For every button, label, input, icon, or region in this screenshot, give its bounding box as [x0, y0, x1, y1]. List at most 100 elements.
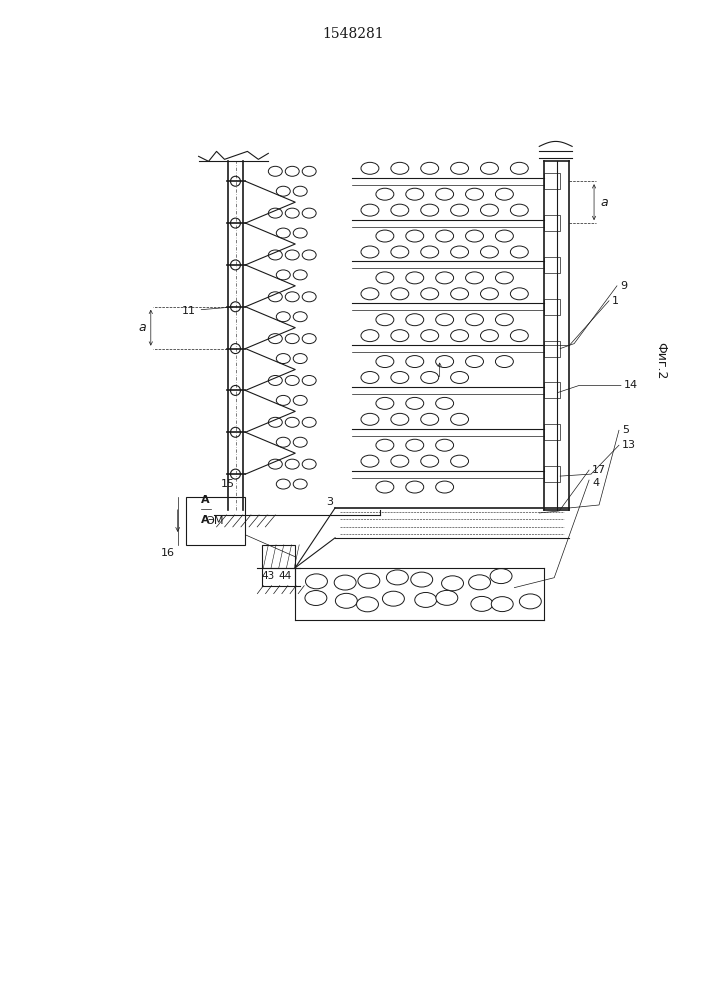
Ellipse shape [465, 272, 484, 284]
Ellipse shape [421, 455, 438, 467]
Ellipse shape [510, 330, 528, 342]
Ellipse shape [406, 397, 423, 409]
Ellipse shape [293, 270, 307, 280]
Circle shape [230, 385, 240, 395]
Ellipse shape [450, 246, 469, 258]
Ellipse shape [481, 204, 498, 216]
Ellipse shape [496, 356, 513, 368]
Circle shape [230, 427, 240, 437]
Ellipse shape [421, 413, 438, 425]
Ellipse shape [361, 455, 379, 467]
Ellipse shape [391, 413, 409, 425]
Ellipse shape [285, 250, 299, 260]
Text: a: a [138, 321, 146, 334]
Ellipse shape [334, 575, 356, 590]
Ellipse shape [269, 208, 282, 218]
Ellipse shape [361, 413, 379, 425]
Ellipse shape [421, 372, 438, 383]
Ellipse shape [421, 204, 438, 216]
Bar [544, 257, 560, 273]
Ellipse shape [406, 481, 423, 493]
Circle shape [230, 176, 240, 186]
Ellipse shape [376, 397, 394, 409]
Ellipse shape [421, 330, 438, 342]
Ellipse shape [269, 166, 282, 176]
Ellipse shape [285, 459, 299, 469]
Ellipse shape [302, 459, 316, 469]
Circle shape [230, 260, 240, 270]
Ellipse shape [436, 397, 454, 409]
Ellipse shape [285, 417, 299, 427]
Ellipse shape [436, 188, 454, 200]
Ellipse shape [450, 455, 469, 467]
Ellipse shape [510, 246, 528, 258]
Ellipse shape [335, 593, 357, 608]
Ellipse shape [376, 439, 394, 451]
Ellipse shape [469, 575, 491, 590]
Text: 16: 16 [160, 548, 175, 558]
Ellipse shape [302, 417, 316, 427]
Ellipse shape [305, 574, 327, 589]
Ellipse shape [293, 354, 307, 364]
Ellipse shape [436, 481, 454, 493]
Ellipse shape [376, 481, 394, 493]
Ellipse shape [376, 272, 394, 284]
Ellipse shape [302, 166, 316, 176]
Ellipse shape [391, 288, 409, 300]
Ellipse shape [510, 288, 528, 300]
Bar [544, 215, 560, 231]
Ellipse shape [269, 250, 282, 260]
Ellipse shape [481, 162, 498, 174]
Ellipse shape [391, 455, 409, 467]
Text: 43: 43 [262, 571, 275, 581]
Text: 17: 17 [592, 465, 606, 475]
Ellipse shape [406, 272, 423, 284]
Ellipse shape [276, 354, 291, 364]
Ellipse shape [293, 186, 307, 196]
Ellipse shape [496, 188, 513, 200]
Ellipse shape [302, 250, 316, 260]
Text: 9: 9 [620, 281, 627, 291]
Ellipse shape [450, 162, 469, 174]
Ellipse shape [269, 334, 282, 344]
Ellipse shape [302, 334, 316, 344]
Ellipse shape [293, 312, 307, 322]
Ellipse shape [406, 230, 423, 242]
Circle shape [230, 344, 240, 354]
Ellipse shape [302, 375, 316, 385]
Ellipse shape [361, 288, 379, 300]
Text: 15: 15 [221, 479, 235, 489]
Ellipse shape [491, 597, 513, 612]
Ellipse shape [465, 188, 484, 200]
Ellipse shape [361, 330, 379, 342]
Text: 1: 1 [612, 296, 619, 306]
Ellipse shape [391, 330, 409, 342]
Ellipse shape [361, 162, 379, 174]
Ellipse shape [285, 334, 299, 344]
Bar [544, 173, 560, 189]
Bar [262, 545, 296, 568]
Ellipse shape [361, 204, 379, 216]
Bar [544, 382, 560, 398]
Bar [186, 497, 245, 545]
Ellipse shape [269, 375, 282, 385]
Ellipse shape [471, 596, 493, 611]
Ellipse shape [450, 372, 469, 383]
Ellipse shape [496, 230, 513, 242]
Text: 13: 13 [622, 440, 636, 450]
Circle shape [230, 218, 240, 228]
Ellipse shape [436, 314, 454, 326]
Ellipse shape [510, 204, 528, 216]
Ellipse shape [293, 437, 307, 447]
Ellipse shape [496, 314, 513, 326]
Text: 4: 4 [592, 478, 600, 488]
Ellipse shape [376, 356, 394, 368]
Ellipse shape [293, 479, 307, 489]
Ellipse shape [376, 188, 394, 200]
Ellipse shape [465, 314, 484, 326]
Ellipse shape [406, 314, 423, 326]
Ellipse shape [387, 570, 409, 585]
Bar [544, 341, 560, 357]
Ellipse shape [436, 230, 454, 242]
Bar [544, 424, 560, 440]
